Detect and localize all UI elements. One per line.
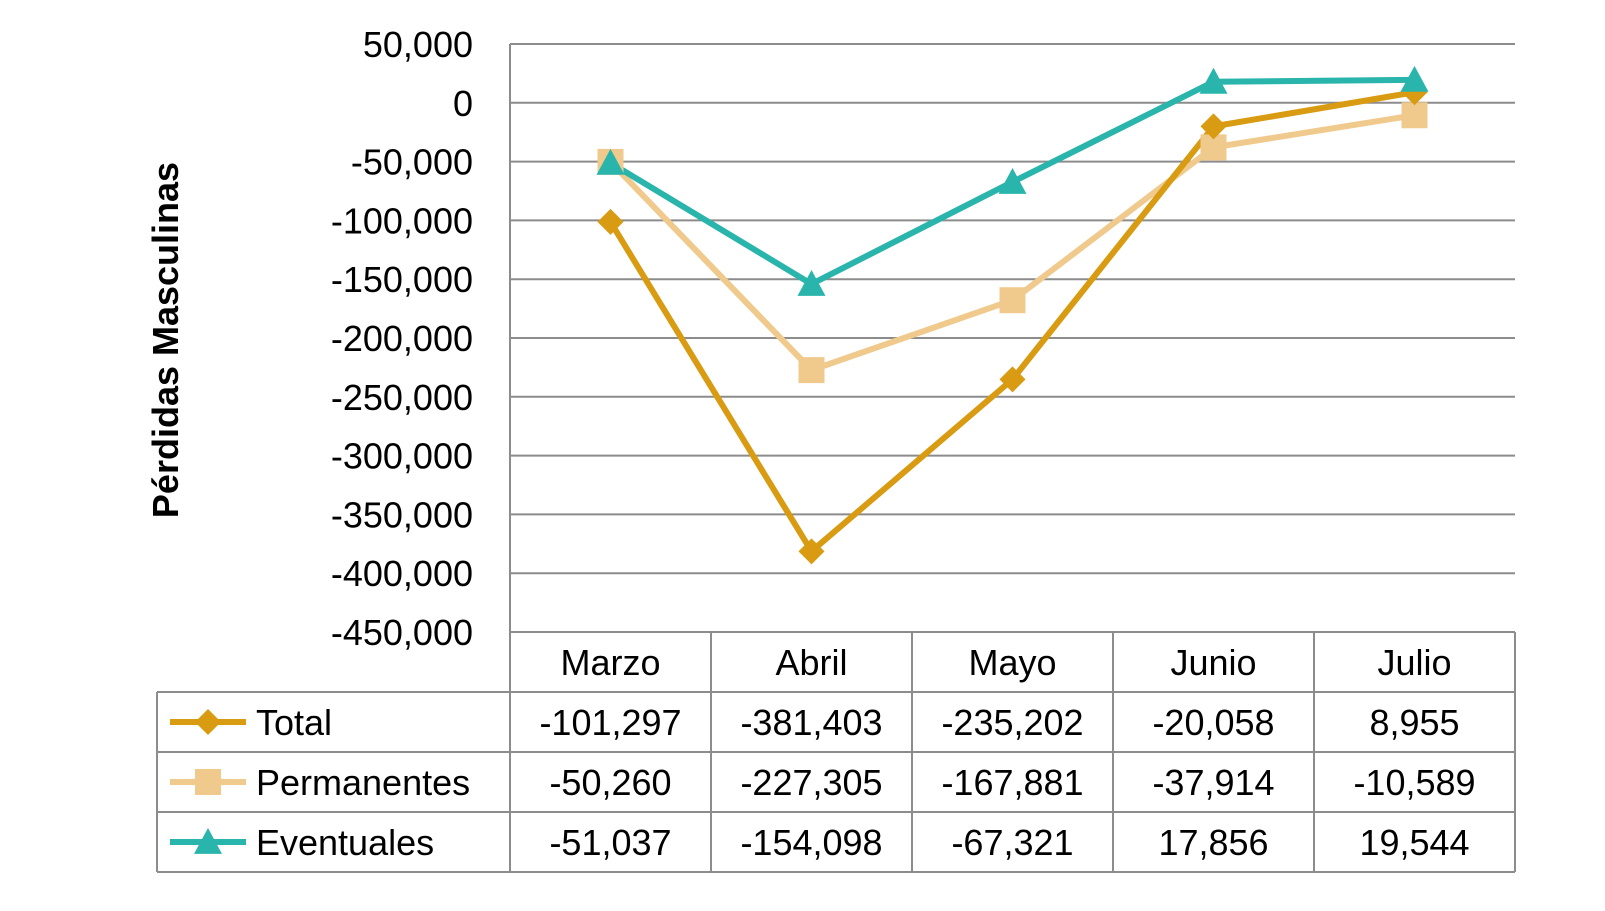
data-point-eventuales (1400, 65, 1429, 92)
category-label: Julio (1377, 642, 1451, 683)
data-point-total (798, 538, 825, 565)
data-cell: -37,914 (1152, 762, 1274, 803)
data-cell: -381,403 (740, 702, 882, 743)
gridlines (509, 43, 1515, 633)
data-table: Marzo Abril Mayo Junio Julio Total -101,297 -38… (156, 631, 1516, 873)
data-cell: -154,098 (740, 822, 882, 863)
category-label: Abril (775, 642, 847, 683)
data-point-eventuales (1199, 67, 1228, 94)
y-tick-label: -400,000 (331, 553, 473, 594)
data-point-eventuales (797, 270, 826, 296)
y-tick-label: -100,000 (331, 200, 473, 241)
y-tick-label: -250,000 (331, 377, 473, 418)
data-point-eventuales (596, 148, 625, 175)
data-point-total (1200, 113, 1227, 140)
legend-label: Permanentes (256, 762, 470, 803)
data-point-permanentes (798, 357, 825, 384)
data-cell: -227,305 (740, 762, 882, 803)
data-point-eventuales (998, 167, 1027, 194)
series-line-permanentes (608, 112, 1415, 374)
data-cell: -235,202 (941, 702, 1083, 743)
y-tick-label: -450,000 (331, 612, 473, 653)
data-cell: -67,321 (951, 822, 1073, 863)
data-cell: -51,037 (549, 822, 671, 863)
y-tick-label: 50,000 (363, 24, 473, 65)
data-point-permanentes (1401, 102, 1428, 129)
data-cell: 19,544 (1359, 822, 1469, 863)
data-cell: -50,260 (549, 762, 671, 803)
data-cell: 8,955 (1369, 702, 1459, 743)
y-axis-label: Pérdidas Masculinas (145, 162, 186, 518)
data-point-total (999, 366, 1026, 393)
category-label: Junio (1170, 642, 1256, 683)
data-cell: -167,881 (941, 762, 1083, 803)
data-point-total (597, 208, 624, 235)
y-tick-label: 0 (453, 83, 473, 124)
y-tick-label: -300,000 (331, 436, 473, 477)
legend-label: Total (256, 702, 332, 743)
legend-label: Eventuales (256, 822, 434, 863)
data-point-permanentes (999, 287, 1026, 314)
category-label: Marzo (560, 642, 660, 683)
data-cell: -101,297 (539, 702, 681, 743)
data-cell: 17,856 (1158, 822, 1268, 863)
legend-triangle-icon (194, 828, 222, 854)
y-tick-label: -350,000 (331, 494, 473, 535)
y-axis-ticks: 50,000 0 -50,000 -100,000 -150,000 -200,000 -2… (331, 24, 473, 653)
data-cell: -20,058 (1152, 702, 1274, 743)
legend-diamond-icon (195, 709, 221, 735)
y-tick-label: -150,000 (331, 259, 473, 300)
series-lines (607, 76, 1416, 555)
category-label: Mayo (968, 642, 1056, 683)
data-cell: -10,589 (1353, 762, 1475, 803)
legend-square-icon (195, 769, 221, 795)
y-tick-label: -50,000 (351, 142, 473, 183)
series-markers (596, 65, 1429, 565)
y-tick-label: -200,000 (331, 318, 473, 359)
